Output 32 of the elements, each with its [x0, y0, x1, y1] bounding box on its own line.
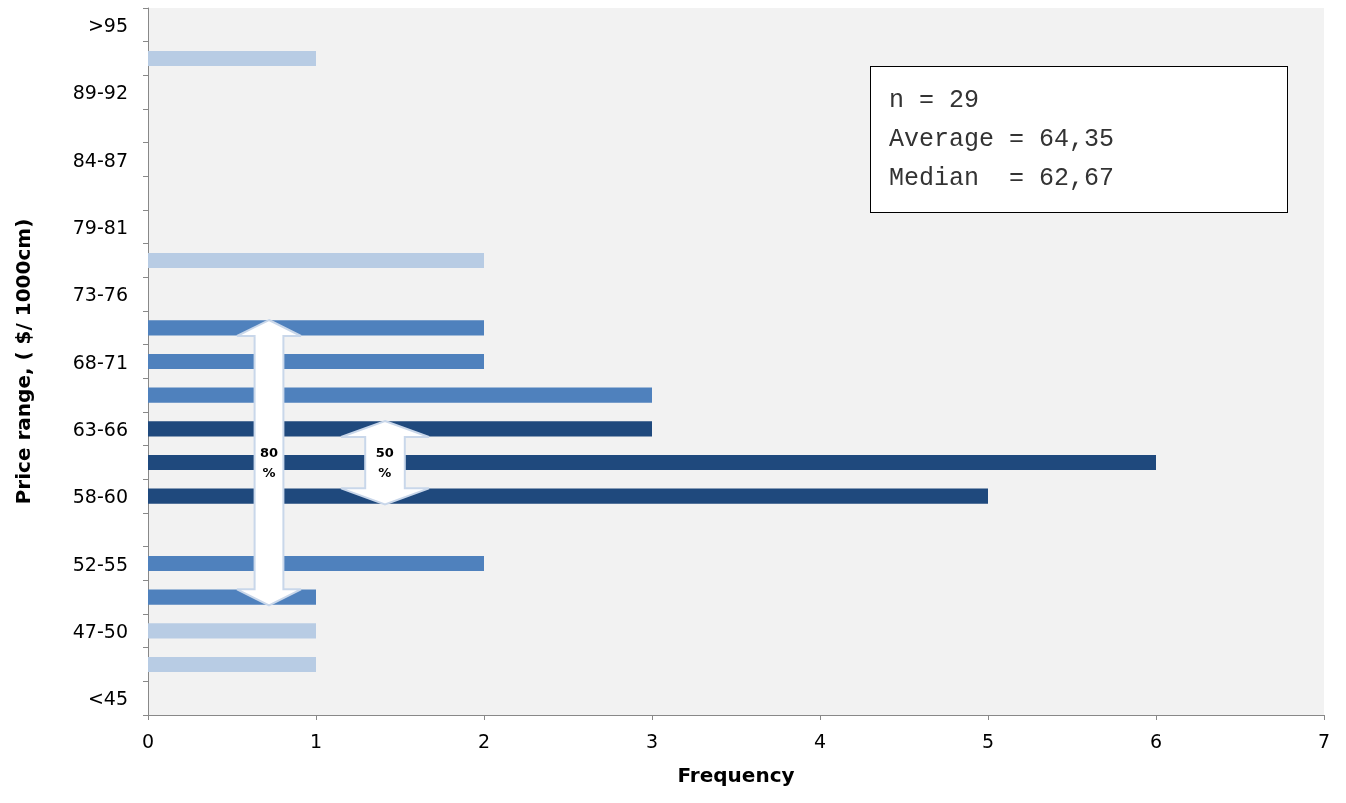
x-tick-label: 7 — [1317, 729, 1331, 752]
y-tick-label: >95 — [87, 13, 128, 36]
x-tick-label: 0 — [141, 729, 155, 752]
bar — [148, 555, 484, 572]
y-tick-label: 84-87 — [72, 148, 128, 171]
bar — [148, 623, 316, 639]
bar — [148, 353, 484, 370]
y-tick-label: 52-55 — [72, 552, 128, 575]
y-tick-label: 89-92 — [72, 81, 128, 104]
bar — [148, 387, 652, 403]
x-tick-label: 1 — [309, 729, 323, 752]
bar — [148, 50, 316, 67]
y-tick-label: 63-66 — [72, 417, 128, 440]
y-tick-label: 58-60 — [72, 485, 128, 508]
y-tick-label: <45 — [87, 687, 128, 710]
text-box: n = 29 Average = 64,35 Median = 62,67 — [870, 66, 1288, 213]
y-tick-label: 79-81 — [72, 215, 128, 238]
x-tick-label: 5 — [981, 729, 995, 752]
y-axis-title: Price range, ( $/ 1000cm) — [11, 218, 35, 505]
annotation: 80 % — [258, 443, 279, 482]
y-tick-label: 68-71 — [72, 350, 128, 373]
annotation: 50 % — [374, 443, 395, 482]
y-tick-label: 73-76 — [72, 283, 128, 306]
x-axis-title: Frequency — [677, 763, 795, 787]
x-tick-label: 6 — [1149, 729, 1163, 752]
bar — [148, 488, 988, 504]
x-tick-label: 3 — [645, 729, 659, 752]
bar — [148, 252, 484, 269]
y-tick-label: 47-50 — [72, 619, 128, 642]
x-tick-label: 4 — [813, 729, 827, 752]
bar — [148, 656, 316, 673]
x-tick-label: 2 — [477, 729, 491, 752]
